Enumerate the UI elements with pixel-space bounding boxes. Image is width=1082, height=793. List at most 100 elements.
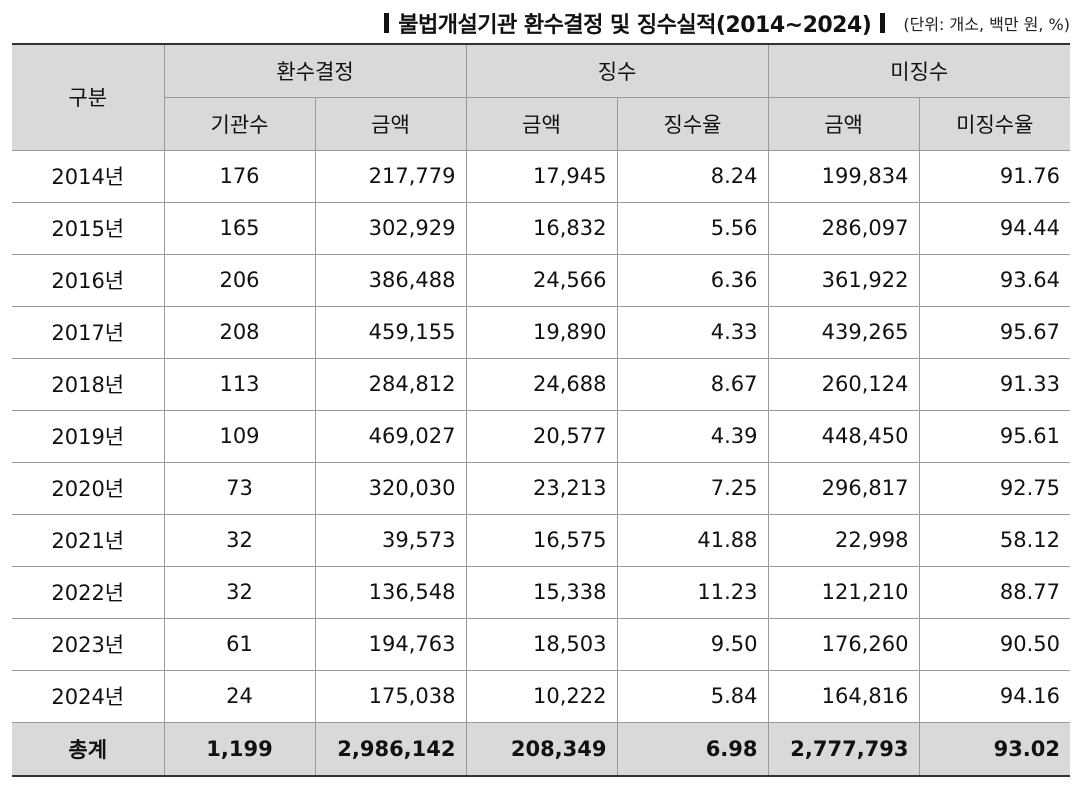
cell-year: 2015년	[12, 201, 165, 255]
cell-year: 2020년	[12, 461, 165, 515]
header-group-uncollected: 미징수	[767, 43, 1071, 98]
cell-year: 2023년	[12, 617, 165, 671]
cell-decision-amount: 39,573	[314, 513, 467, 567]
cell-institutions: 113	[163, 357, 316, 411]
cell-institutions: 32	[163, 565, 316, 619]
cell-institutions: 208	[163, 305, 316, 359]
cell-collection-rate: 4.33	[616, 305, 769, 359]
title-left-bar	[384, 13, 390, 33]
cell-collection-rate: 11.23	[616, 565, 769, 619]
cell-collection-rate: 5.56	[616, 201, 769, 255]
cell-decision-amount: 217,779	[314, 149, 467, 203]
header-collection-rate: 징수율	[616, 96, 769, 151]
cell-uncollected-rate: 91.76	[918, 149, 1071, 203]
recovery-collection-table: 구분 환수결정 징수 미징수 기관수 금액 금액 징수율 금액 미징수율 201…	[12, 43, 1071, 777]
cell-uncollected-amount: 260,124	[767, 357, 920, 411]
cell-decision-amount: 194,763	[314, 617, 467, 671]
cell-uncollected-rate: 58.12	[918, 513, 1071, 567]
cell-uncollected-amount: 448,450	[767, 409, 920, 463]
cell-collection-rate: 7.25	[616, 461, 769, 515]
cell-uncollected-rate: 88.77	[918, 565, 1071, 619]
cell-year: 2021년	[12, 513, 165, 567]
cell-uncollected-amount: 121,210	[767, 565, 920, 619]
cell-collection-rate: 41.88	[616, 513, 769, 567]
cell-collection-rate: 5.84	[616, 669, 769, 723]
cell-year: 2024년	[12, 669, 165, 723]
cell-collected-amount: 15,338	[465, 565, 618, 619]
table-row: 2017년 208 459,155 19,890 4.33 439,265 95…	[12, 305, 1071, 359]
cell-total-decision-amount: 2,986,142	[314, 721, 467, 777]
cell-collection-rate: 4.39	[616, 409, 769, 463]
cell-total-uncollected-rate: 93.02	[918, 721, 1071, 777]
cell-collected-amount: 24,566	[465, 253, 618, 307]
cell-collected-amount: 19,890	[465, 305, 618, 359]
cell-uncollected-amount: 164,816	[767, 669, 920, 723]
cell-uncollected-rate: 91.33	[918, 357, 1071, 411]
table-row: 2019년 109 469,027 20,577 4.39 448,450 95…	[12, 409, 1071, 463]
cell-decision-amount: 136,548	[314, 565, 467, 619]
header-row-groups: 구분 환수결정 징수 미징수	[12, 43, 1071, 151]
header-decision-amount: 금액	[314, 96, 467, 151]
cell-uncollected-amount: 176,260	[767, 617, 920, 671]
cell-institutions: 24	[163, 669, 316, 723]
cell-total-institutions: 1,199	[163, 721, 316, 777]
header-group-recovery-decision: 환수결정	[163, 43, 467, 98]
cell-uncollected-amount: 286,097	[767, 201, 920, 255]
cell-collected-amount: 10,222	[465, 669, 618, 723]
cell-institutions: 73	[163, 461, 316, 515]
cell-uncollected-amount: 22,998	[767, 513, 920, 567]
table-row: 2024년 24 175,038 10,222 5.84 164,816 94.…	[12, 669, 1071, 723]
cell-uncollected-rate: 92.75	[918, 461, 1071, 515]
cell-uncollected-amount: 296,817	[767, 461, 920, 515]
cell-collected-amount: 23,213	[465, 461, 618, 515]
cell-collection-rate: 8.67	[616, 357, 769, 411]
cell-uncollected-rate: 94.16	[918, 669, 1071, 723]
cell-uncollected-amount: 199,834	[767, 149, 920, 203]
cell-uncollected-rate: 93.64	[918, 253, 1071, 307]
total-row: 총계 1,199 2,986,142 208,349 6.98 2,777,79…	[12, 721, 1071, 777]
cell-collected-amount: 24,688	[465, 357, 618, 411]
cell-total-collected-amount: 208,349	[465, 721, 618, 777]
cell-collection-rate: 9.50	[616, 617, 769, 671]
cell-year: 2019년	[12, 409, 165, 463]
unit-note: (단위: 개소, 백만 원, %)	[903, 15, 1070, 34]
header-collected-amount: 금액	[465, 96, 618, 151]
cell-collection-rate: 6.36	[616, 253, 769, 307]
cell-year: 2016년	[12, 253, 165, 307]
header-institution-count: 기관수	[164, 96, 316, 151]
cell-total-uncollected-amount: 2,777,793	[767, 721, 920, 777]
cell-uncollected-rate: 94.44	[918, 201, 1071, 255]
cell-institutions: 32	[163, 513, 316, 567]
cell-collected-amount: 20,577	[465, 409, 618, 463]
cell-year: 2022년	[12, 565, 165, 619]
cell-decision-amount: 302,929	[314, 201, 467, 255]
table-title: 불법개설기관 환수결정 및 징수실적(2014~2024)	[398, 13, 872, 38]
table-row: 2018년 113 284,812 24,688 8.67 260,124 91…	[12, 357, 1071, 411]
cell-uncollected-rate: 95.61	[918, 409, 1071, 463]
cell-collection-rate: 8.24	[616, 149, 769, 203]
cell-year: 2017년	[12, 305, 165, 359]
cell-collected-amount: 16,832	[465, 201, 618, 255]
cell-uncollected-amount: 439,265	[767, 305, 920, 359]
cell-decision-amount: 320,030	[314, 461, 467, 515]
cell-institutions: 61	[163, 617, 316, 671]
table-row: 2023년 61 194,763 18,503 9.50 176,260 90.…	[12, 617, 1071, 671]
table-row: 2016년 206 386,488 24,566 6.36 361,922 93…	[12, 253, 1071, 307]
cell-total-label: 총계	[12, 721, 165, 777]
cell-decision-amount: 386,488	[314, 253, 467, 307]
cell-collected-amount: 18,503	[465, 617, 618, 671]
header-uncollected-rate: 미징수율	[918, 96, 1071, 151]
table-row: 2021년 32 39,573 16,575 41.88 22,998 58.1…	[12, 513, 1071, 567]
header-group-collection: 징수	[465, 43, 769, 98]
cell-uncollected-rate: 95.67	[918, 305, 1071, 359]
cell-decision-amount: 469,027	[314, 409, 467, 463]
header-category: 구분	[12, 43, 165, 151]
table-row: 2014년 176 217,779 17,945 8.24 199,834 91…	[12, 149, 1071, 203]
cell-decision-amount: 175,038	[314, 669, 467, 723]
cell-year: 2018년	[12, 357, 165, 411]
header-row-sub: 기관수 금액 금액 징수율 금액 미징수율	[12, 96, 1071, 151]
cell-decision-amount: 459,155	[314, 305, 467, 359]
cell-total-collection-rate: 6.98	[616, 721, 769, 777]
cell-year: 2014년	[12, 149, 165, 203]
cell-institutions: 109	[163, 409, 316, 463]
